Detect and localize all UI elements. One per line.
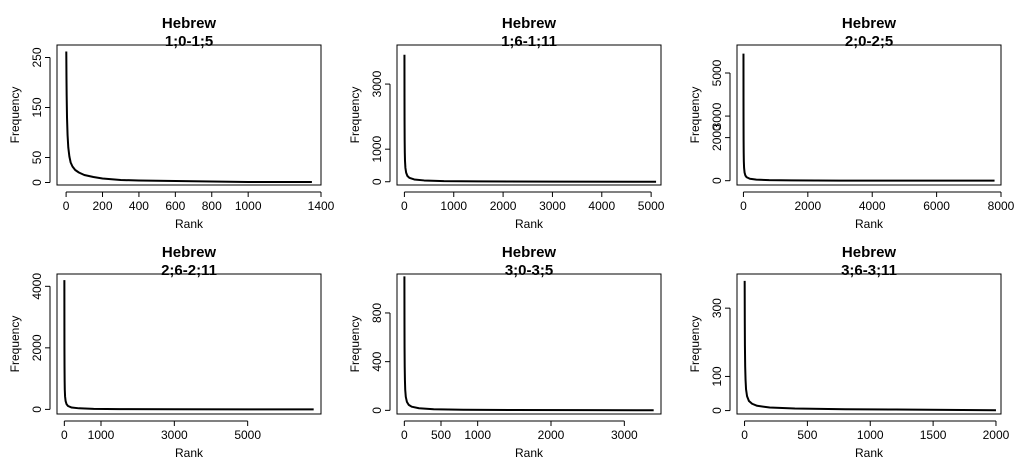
- y-tick-label: 2000: [710, 124, 724, 151]
- x-tick-label: 4000: [588, 199, 615, 213]
- series-line: [742, 53, 995, 182]
- chart-subtitle: 1;6-1;11: [501, 33, 557, 50]
- x-tick-label: 0: [63, 199, 70, 213]
- chart-title: Hebrew: [162, 244, 217, 261]
- x-axis-label: Rank: [855, 446, 884, 460]
- x-tick-label: 1500: [920, 428, 947, 442]
- x-tick-label: 1000: [235, 199, 262, 213]
- chart-subtitle: 3;6-3;11: [841, 262, 897, 279]
- x-tick-label: 400: [129, 199, 149, 213]
- x-tick-label: 0: [740, 199, 747, 213]
- y-tick-label: 150: [30, 97, 44, 117]
- chart-title: Hebrew: [842, 244, 897, 261]
- x-tick-label: 1000: [88, 428, 115, 442]
- x-tick-label: 0: [741, 428, 748, 442]
- x-tick-label: 1000: [464, 428, 491, 442]
- y-tick-label: 0: [370, 407, 384, 414]
- x-tick-label: 3000: [161, 428, 188, 442]
- series-line: [65, 51, 312, 183]
- chart-subtitle: 2;0-2;5: [845, 33, 893, 50]
- y-axis-label: Frequency: [8, 316, 22, 373]
- plot-frame: [56, 44, 322, 186]
- y-tick-label: 0: [30, 179, 44, 186]
- plot-frame: [56, 273, 322, 415]
- series-line: [743, 280, 996, 412]
- y-tick-label: 3000: [710, 102, 724, 129]
- plot-frame: [396, 273, 662, 415]
- x-axis-label: Rank: [175, 217, 204, 231]
- x-tick-label: 2000: [538, 428, 565, 442]
- x-tick-label: 0: [401, 428, 408, 442]
- x-tick-label: 3000: [539, 199, 566, 213]
- x-tick-label: 200: [93, 199, 113, 213]
- chart-subtitle: 1;0-1;5: [165, 33, 213, 50]
- x-tick-label: 0: [401, 199, 408, 213]
- y-tick-label: 0: [30, 406, 44, 413]
- y-tick-label: 300: [710, 298, 724, 318]
- y-axis-label: Frequency: [688, 87, 702, 144]
- x-tick-label: 6000: [923, 199, 950, 213]
- x-axis-label: Rank: [855, 217, 884, 231]
- x-tick-label: 8000: [988, 199, 1015, 213]
- chart-title: Hebrew: [502, 15, 557, 32]
- y-tick-label: 0: [710, 177, 724, 184]
- y-tick-label: 3000: [370, 70, 384, 97]
- x-axis-label: Rank: [515, 217, 544, 231]
- y-tick-label: 100: [710, 366, 724, 386]
- y-tick-label: 0: [710, 407, 724, 414]
- x-tick-label: 0: [61, 428, 68, 442]
- plot-frame: [736, 44, 1002, 186]
- x-tick-label: 1000: [440, 199, 467, 213]
- x-tick-label: 1400: [308, 199, 335, 213]
- y-tick-label: 1000: [370, 136, 384, 163]
- chart-subtitle: 3;0-3;5: [505, 262, 553, 279]
- series-line: [63, 280, 314, 411]
- y-tick-label: 800: [370, 303, 384, 323]
- x-axis-label: Rank: [515, 446, 544, 460]
- x-tick-label: 800: [202, 199, 222, 213]
- y-tick-label: 250: [30, 47, 44, 67]
- chart-title: Hebrew: [502, 244, 557, 261]
- x-tick-label: 3000: [611, 428, 638, 442]
- y-tick-label: 4000: [30, 273, 44, 300]
- x-tick-label: 1000: [857, 428, 884, 442]
- y-axis-label: Frequency: [348, 87, 362, 144]
- x-tick-label: 600: [165, 199, 185, 213]
- x-tick-label: 5000: [638, 199, 665, 213]
- series-line: [403, 276, 654, 412]
- chart-subtitle: 2;6-2;11: [161, 262, 217, 279]
- x-tick-label: 500: [797, 428, 817, 442]
- chart-title: Hebrew: [842, 15, 897, 32]
- plot-frame: [396, 44, 662, 186]
- chart-title: Hebrew: [162, 15, 217, 32]
- series-line: [403, 54, 657, 183]
- plot-frame: [736, 273, 1002, 415]
- y-tick-label: 5000: [710, 59, 724, 86]
- y-tick-label: 0: [370, 178, 384, 185]
- y-axis-label: Frequency: [688, 316, 702, 373]
- x-tick-label: 2000: [983, 428, 1010, 442]
- x-tick-label: 4000: [859, 199, 886, 213]
- y-tick-label: 2000: [30, 334, 44, 361]
- y-tick-label: 400: [370, 351, 384, 371]
- y-axis-label: Frequency: [8, 87, 22, 144]
- x-axis-label: Rank: [175, 446, 204, 460]
- x-tick-label: 2000: [490, 199, 517, 213]
- y-axis-label: Frequency: [348, 316, 362, 373]
- x-tick-label: 2000: [794, 199, 821, 213]
- x-tick-label: 500: [431, 428, 451, 442]
- x-tick-label: 5000: [234, 428, 261, 442]
- y-tick-label: 50: [30, 151, 44, 165]
